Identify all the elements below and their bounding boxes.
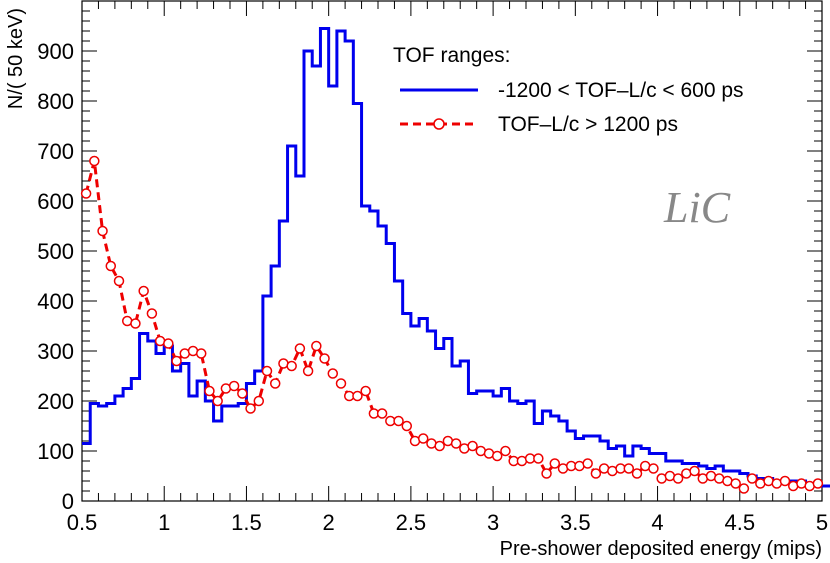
series-2-point (648, 463, 659, 474)
series-2-point (393, 415, 404, 427)
series-2-point (401, 420, 413, 432)
y-tick-label: 600 (37, 189, 74, 214)
series-2-point (631, 468, 643, 479)
plot-frame (81, 0, 823, 502)
series-2-point (335, 378, 347, 389)
series-2-point (89, 155, 100, 167)
x-tick-label: 4.5 (724, 510, 755, 535)
x-axis-ticks (81, 1, 823, 501)
series-2-point (491, 450, 503, 462)
series-1-histogram (82, 27, 830, 488)
y-tick-label: 100 (37, 439, 74, 464)
series-2-point (672, 473, 684, 484)
series-2-point (171, 355, 182, 367)
series-layer (80, 27, 830, 494)
legend-label-series-1: -1200 < TOF–L/c < 600 ps (498, 79, 744, 102)
series-2-point (130, 318, 141, 329)
series-2-point (541, 468, 552, 479)
x-tick-label: 3 (487, 510, 499, 535)
y-tick-label: 400 (37, 289, 74, 314)
x-axis-tick-labels: 0.5 1 1.5 2 2.5 3 3.5 4 4.5 5 (67, 510, 828, 535)
series-2-point (779, 475, 791, 487)
x-tick-label: 0.5 (67, 510, 98, 535)
y-tick-label: 900 (37, 39, 74, 64)
series-2-point (105, 260, 117, 272)
series-2-point (195, 348, 207, 359)
x-tick-label: 4 (651, 510, 663, 535)
series-2-point (689, 465, 700, 477)
y-axis-tick-labels: 0 100 200 300 400 500 600 700 800 900 (37, 39, 74, 514)
legend-title: TOF ranges: (393, 44, 511, 67)
x-tick-label: 2.5 (396, 510, 427, 535)
x-tick-label: 3.5 (560, 510, 591, 535)
series-2-point (113, 275, 125, 287)
series-2-point (746, 473, 758, 484)
series-2-point (146, 308, 158, 319)
x-tick-label: 2 (323, 510, 335, 535)
series-2-point (450, 438, 462, 449)
series-2-point (163, 338, 174, 349)
series-2-point (467, 440, 478, 452)
y-tick-label: 0 (62, 489, 74, 514)
series-2-point (286, 360, 297, 372)
series-2-point (311, 340, 322, 352)
series-2-point (212, 395, 223, 407)
series-2-point (738, 483, 750, 494)
series-2-point (138, 285, 149, 297)
series-2-point (623, 463, 635, 474)
series-2-point (327, 368, 339, 379)
x-tick-label: 1 (158, 510, 170, 535)
y-tick-label: 200 (37, 389, 74, 414)
series-2-point (417, 433, 429, 444)
y-axis-title: N/( 50 keV) (5, 8, 27, 109)
y-axis-ticks (82, 0, 822, 502)
series-2-point (269, 378, 281, 389)
series-2-point (97, 225, 108, 237)
x-tick-label: 5 (816, 510, 828, 535)
legend-label-series-2: TOF–L/c > 1200 ps (498, 113, 678, 136)
series-2-point (590, 468, 602, 479)
series-2-point (80, 188, 92, 199)
series-2-point (294, 343, 306, 354)
x-tick-label: 1.5 (231, 510, 262, 535)
series-2-point (352, 390, 363, 402)
series-2-point (253, 395, 265, 407)
series-2-point (549, 458, 561, 469)
series-2-point (812, 478, 824, 489)
y-tick-label: 700 (37, 139, 74, 164)
x-axis-title: Pre-shower deposited energy (mips) (500, 538, 822, 560)
series-2-point (434, 440, 445, 452)
series-2-point (245, 403, 256, 414)
y-tick-label: 500 (37, 239, 74, 264)
legend: TOF ranges: -1200 < TOF–L/c < 600 ps TOF… (393, 44, 744, 136)
series-2-point (533, 453, 544, 464)
series-2-point (376, 408, 388, 419)
series-2-point (204, 385, 215, 397)
series-2-point (360, 385, 371, 397)
annotation-lic: LiC (663, 183, 731, 232)
series-2-point (319, 353, 330, 364)
series-2-point (261, 365, 273, 377)
series-2-point (228, 380, 240, 392)
series-2-point (237, 388, 248, 399)
y-tick-label: 300 (37, 339, 74, 364)
series-2-point (500, 445, 511, 457)
series-2-point (730, 478, 741, 489)
series-2-point (582, 458, 593, 469)
legend-marker-series-2 (433, 118, 445, 130)
y-tick-label: 800 (37, 89, 74, 114)
series-2-point (302, 365, 314, 377)
